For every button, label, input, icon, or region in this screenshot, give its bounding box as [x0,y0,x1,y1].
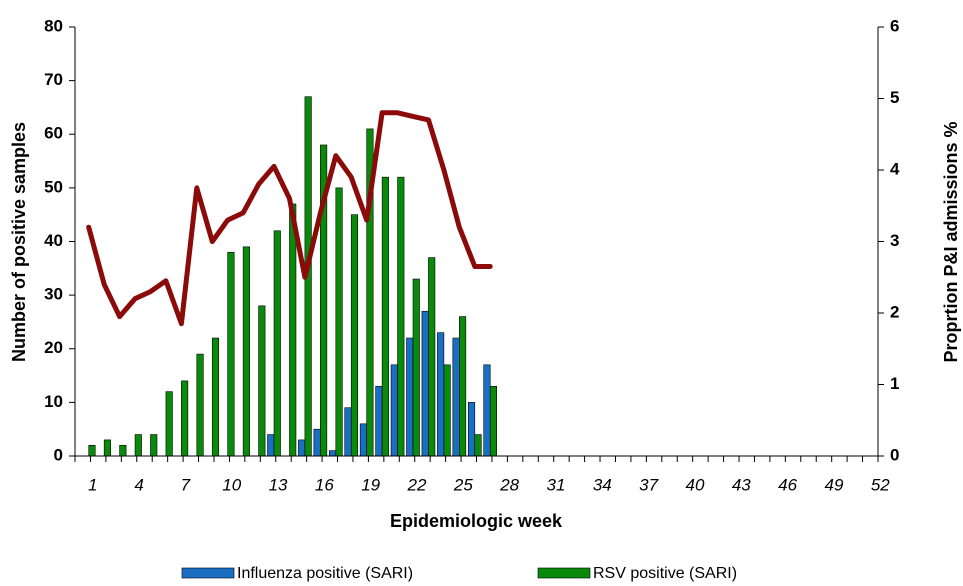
x-tick-label: 10 [222,475,241,494]
x-tick-label: 49 [824,475,843,494]
legend-swatch [181,567,235,579]
bar [483,364,491,457]
legend-label: RSV positive (SARI) [593,565,737,582]
y2-tick-label: 2 [890,302,899,321]
y-tick-label: 0 [54,445,63,464]
x-tick-label: 22 [407,475,427,494]
bar [467,402,476,457]
y2-tick-label: 5 [890,88,899,107]
bar [181,380,189,457]
bar [406,337,414,457]
y2-tick-label: 3 [890,231,899,250]
bar [489,385,498,457]
y-tick-label: 40 [44,231,63,250]
y-tick-label: 20 [44,338,63,357]
y2-tick-label: 4 [890,159,900,178]
bar [134,434,142,457]
x-tick-label: 43 [732,475,751,494]
bar [335,187,343,457]
bar [474,434,482,457]
y-tick-label: 80 [44,16,63,35]
bar [289,203,297,457]
x-tick-label: 19 [361,475,380,494]
bar [421,310,429,457]
y2-axis-title: Proprtion P&I admissions % [941,121,961,362]
bar [437,332,445,457]
bar [103,439,111,457]
y2-tick-label: 6 [890,16,899,35]
bar [119,444,127,457]
y-tick-label: 50 [44,177,63,196]
bar [459,316,467,457]
line [86,110,493,327]
bar [267,434,275,457]
bar [397,176,405,457]
x-tick-label: 52 [871,475,890,494]
bar [443,364,451,457]
bar [350,214,359,457]
bar [165,391,173,457]
bar [412,278,420,457]
bar [381,176,389,457]
bar [344,407,352,457]
x-tick-label: 25 [453,475,473,494]
y-tick-label: 30 [44,285,63,304]
bar [227,251,235,457]
x-tick-label: 34 [593,475,612,494]
y-tick-label: 70 [44,70,63,89]
y-tick-label: 60 [44,124,63,143]
bar [196,353,204,457]
x-axis-title: Epidemiologic week [390,511,563,531]
x-tick-label: 28 [499,475,519,494]
y2-tick-label: 0 [890,445,899,464]
bar [211,337,220,457]
x-tick-label: 13 [269,475,288,494]
bar [273,230,281,457]
x-tick-label: 40 [686,475,705,494]
legend-label: Influenza positive (SARI) [237,565,413,582]
legend-swatch [537,567,591,579]
bar [313,428,321,457]
x-tick-label: 46 [778,475,797,494]
bar [88,444,96,457]
bar [150,434,158,457]
bar [298,439,306,457]
bar [258,305,266,457]
x-tick-label: 7 [181,475,191,494]
x-tick-label: 16 [315,475,334,494]
bar [390,364,398,457]
y2-tick-label: 1 [890,374,899,393]
bar [375,385,383,457]
x-tick-label: 1 [88,475,97,494]
x-tick-label: 37 [639,475,658,494]
y-axis-title: Number of positive samples [9,122,29,362]
bar [359,423,367,457]
x-tick-label: 4 [134,475,143,494]
y-tick-label: 10 [44,392,63,411]
bar [242,246,250,457]
bar [328,450,337,457]
bar [452,337,460,457]
bar [428,257,436,457]
x-tick-label: 31 [547,475,566,494]
